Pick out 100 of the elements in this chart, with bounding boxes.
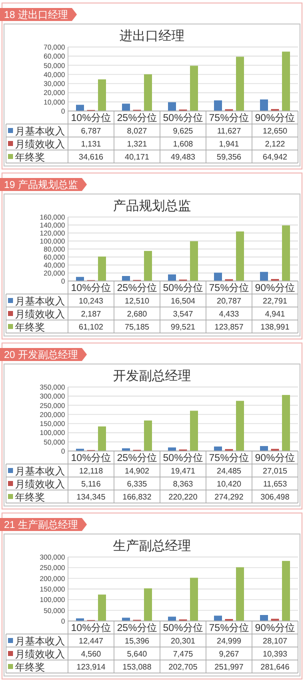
data-label: 6,787: [80, 126, 102, 136]
x-tick-label: 75%分位: [208, 112, 250, 124]
legend-label: 月绩效收入: [15, 138, 65, 150]
chart-title: 产品规划总监: [113, 198, 191, 213]
text: 19 产品规划总监: [4, 179, 78, 191]
data-label: 6,335: [126, 480, 148, 488]
data-label: 123,857: [214, 322, 244, 332]
x-tick-label: 90%分位: [254, 282, 296, 294]
data-label: 19,471: [170, 466, 196, 476]
x-tick-label: 90%分位: [254, 112, 296, 124]
x-tick-label: 25%分位: [116, 452, 158, 464]
data-label: 2,680: [126, 310, 148, 318]
data-label: 8,027: [126, 126, 148, 136]
data-label: 9,267: [218, 650, 240, 658]
data-label: 12,118: [79, 466, 104, 476]
data-label: 220,220: [168, 492, 198, 502]
x-tick-label: 25%分位: [116, 282, 158, 294]
x-tick-label: 90%分位: [254, 622, 296, 634]
data-label: 3,547: [172, 310, 194, 318]
data-label: 134,345: [76, 492, 106, 502]
data-label: 15,396: [124, 636, 150, 646]
data-label: 20,787: [216, 296, 242, 306]
x-tick-label: 25%分位: [116, 622, 158, 634]
data-label: 12,447: [78, 636, 104, 646]
data-label: 12,510: [124, 296, 150, 306]
data-label: 75,185: [124, 322, 150, 332]
data-label: 153,088: [122, 662, 152, 672]
data-label: 202,705: [168, 662, 198, 672]
data-label: 4,560: [80, 650, 102, 658]
legend-label: 年终奖: [15, 152, 45, 164]
legend-label: 年终奖: [15, 492, 45, 504]
x-tick-label: 50%分位: [162, 622, 204, 634]
data-label: 11,653: [263, 480, 288, 488]
data-label: 274,292: [214, 492, 244, 502]
data-label: 14,902: [124, 466, 150, 476]
data-label: 16,504: [170, 296, 196, 306]
x-tick-label: 50%分位: [162, 282, 204, 294]
x-tick-label: 75%分位: [208, 622, 250, 634]
x-tick-label: 50%分位: [162, 452, 204, 464]
data-label: 12,650: [262, 126, 288, 136]
data-label: 10,243: [78, 296, 104, 306]
data-label: 64,942: [262, 152, 288, 162]
legend-label: 月绩效收入: [15, 648, 65, 660]
data-label: 49,483: [170, 152, 196, 162]
chart-title: 生产副总经理: [113, 538, 191, 553]
data-label: 4,941: [264, 310, 286, 318]
x-tick-label: 50%分位: [162, 112, 204, 124]
x-tick-label: 25%分位: [116, 112, 158, 124]
data-label: 2,187: [80, 310, 102, 318]
data-label: 24,485: [216, 466, 242, 476]
legend-label: 月绩效收入: [15, 478, 65, 490]
data-label: 11,627: [217, 126, 242, 136]
data-label: 251,997: [214, 662, 244, 672]
x-tick-label: 90%分位: [254, 452, 296, 464]
legend-label: 月绩效收入: [15, 308, 65, 320]
data-label: 306,498: [260, 492, 290, 502]
data-label: 1,321: [126, 140, 148, 148]
data-label: 123,914: [76, 662, 106, 672]
legend-label: 月基本收入: [15, 636, 65, 648]
x-tick-label: 10%分位: [70, 112, 112, 124]
data-label: 4,433: [218, 310, 240, 318]
data-label: 61,102: [78, 322, 104, 332]
legend-label: 年终奖: [15, 322, 45, 334]
data-label: 40,171: [124, 152, 150, 162]
text: 21 生产副总经理: [4, 519, 78, 531]
text: 20 开发副总经理: [4, 349, 78, 361]
data-label: 166,832: [122, 492, 152, 502]
data-label: 22,791: [262, 296, 288, 306]
text: 18 进出口经理: [4, 9, 68, 21]
data-label: 10,420: [216, 480, 242, 488]
legend-label: 月基本收入: [15, 466, 65, 478]
data-label: 138,991: [260, 322, 290, 332]
data-label: 59,356: [216, 152, 242, 162]
data-label: 20,301: [170, 636, 196, 646]
data-label: 24,999: [216, 636, 242, 646]
data-label: 28,107: [262, 636, 288, 646]
data-label: 99,521: [170, 322, 196, 332]
data-label: 9,625: [172, 126, 194, 136]
data-label: 1,131: [80, 140, 102, 148]
chart-title: 进出口经理: [120, 28, 184, 43]
x-tick-label: 10%分位: [70, 282, 112, 294]
chart-title: 开发副总经理: [113, 368, 191, 383]
data-label: 7,475: [172, 650, 194, 658]
data-label: 10,393: [262, 650, 288, 658]
data-label: 1,941: [218, 140, 240, 148]
data-label: 27,015: [262, 466, 288, 476]
x-tick-label: 75%分位: [208, 452, 250, 464]
x-tick-label: 10%分位: [70, 452, 112, 464]
data-label: 2,122: [264, 140, 286, 148]
data-label: 1,608: [172, 140, 194, 148]
legend-label: 月基本收入: [15, 296, 65, 308]
data-label: 8,363: [172, 480, 194, 488]
legend-label: 年终奖: [15, 662, 45, 674]
x-tick-label: 75%分位: [208, 282, 250, 294]
legend-label: 月基本收入: [15, 126, 65, 138]
x-tick-label: 10%分位: [70, 622, 112, 634]
data-label: 281,646: [260, 662, 290, 672]
data-label: 5,640: [126, 650, 148, 658]
data-label: 34,616: [78, 152, 104, 162]
data-label: 5,116: [81, 480, 102, 488]
